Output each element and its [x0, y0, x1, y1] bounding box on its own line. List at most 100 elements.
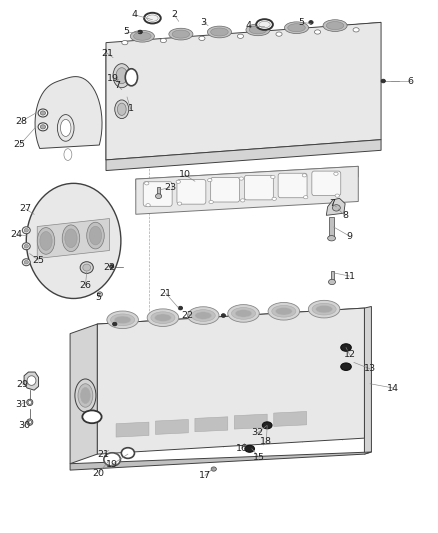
- Polygon shape: [35, 77, 102, 149]
- Ellipse shape: [262, 422, 272, 429]
- Ellipse shape: [195, 312, 212, 319]
- Ellipse shape: [239, 177, 244, 180]
- Polygon shape: [106, 22, 381, 160]
- Polygon shape: [116, 422, 149, 437]
- Ellipse shape: [147, 309, 179, 326]
- Ellipse shape: [232, 308, 256, 319]
- Text: 19: 19: [107, 75, 119, 83]
- Ellipse shape: [24, 244, 28, 248]
- Ellipse shape: [240, 199, 245, 202]
- Ellipse shape: [131, 30, 154, 42]
- Text: 20: 20: [92, 469, 105, 478]
- Ellipse shape: [97, 292, 102, 296]
- Ellipse shape: [64, 149, 72, 160]
- FancyBboxPatch shape: [211, 177, 240, 202]
- FancyBboxPatch shape: [312, 171, 341, 196]
- Ellipse shape: [83, 264, 91, 271]
- Ellipse shape: [147, 15, 158, 21]
- Ellipse shape: [24, 229, 28, 232]
- Ellipse shape: [312, 303, 336, 315]
- Ellipse shape: [146, 204, 150, 207]
- Ellipse shape: [82, 410, 102, 423]
- Polygon shape: [155, 419, 188, 434]
- Text: 11: 11: [343, 272, 356, 280]
- Ellipse shape: [237, 34, 244, 38]
- Ellipse shape: [107, 311, 138, 328]
- Text: 15: 15: [253, 453, 265, 462]
- Ellipse shape: [114, 316, 131, 324]
- Text: 29: 29: [17, 381, 29, 389]
- Polygon shape: [136, 166, 358, 190]
- Ellipse shape: [89, 226, 102, 245]
- Ellipse shape: [328, 236, 336, 241]
- Ellipse shape: [27, 399, 33, 406]
- FancyBboxPatch shape: [244, 175, 273, 200]
- Ellipse shape: [208, 179, 212, 182]
- Ellipse shape: [323, 20, 347, 31]
- Ellipse shape: [110, 265, 114, 269]
- Ellipse shape: [122, 41, 128, 45]
- Ellipse shape: [316, 305, 332, 313]
- Ellipse shape: [38, 109, 48, 117]
- Ellipse shape: [22, 259, 30, 265]
- Ellipse shape: [177, 202, 182, 205]
- Text: 1: 1: [127, 104, 134, 113]
- Ellipse shape: [62, 225, 80, 252]
- Ellipse shape: [211, 467, 216, 471]
- Ellipse shape: [155, 314, 171, 321]
- Ellipse shape: [341, 344, 351, 351]
- Text: 14: 14: [387, 384, 399, 392]
- Text: 31: 31: [15, 400, 27, 408]
- Ellipse shape: [178, 306, 183, 310]
- Ellipse shape: [353, 28, 359, 32]
- Text: 22: 22: [181, 311, 194, 320]
- Ellipse shape: [160, 38, 166, 43]
- Ellipse shape: [276, 32, 282, 36]
- FancyBboxPatch shape: [278, 173, 307, 198]
- Ellipse shape: [209, 200, 213, 204]
- Ellipse shape: [208, 26, 231, 38]
- Ellipse shape: [191, 310, 215, 321]
- Ellipse shape: [246, 24, 270, 36]
- Text: 27: 27: [19, 205, 32, 213]
- Ellipse shape: [309, 20, 313, 25]
- Text: 28: 28: [15, 117, 27, 126]
- Ellipse shape: [381, 79, 385, 83]
- Ellipse shape: [113, 64, 131, 88]
- Polygon shape: [364, 306, 371, 454]
- Ellipse shape: [110, 314, 135, 326]
- Ellipse shape: [81, 387, 90, 403]
- Ellipse shape: [268, 303, 300, 320]
- Ellipse shape: [116, 68, 127, 84]
- Text: 22: 22: [103, 263, 116, 272]
- Ellipse shape: [314, 30, 321, 34]
- Polygon shape: [331, 271, 334, 280]
- Ellipse shape: [27, 376, 36, 385]
- Ellipse shape: [235, 310, 252, 317]
- Text: 3: 3: [201, 18, 207, 27]
- Text: 10: 10: [179, 171, 191, 179]
- Circle shape: [26, 183, 121, 298]
- Text: 7: 7: [329, 199, 335, 208]
- Ellipse shape: [288, 23, 305, 31]
- Polygon shape: [157, 187, 160, 195]
- Ellipse shape: [57, 115, 74, 141]
- Ellipse shape: [27, 419, 33, 425]
- Text: 24: 24: [11, 230, 23, 239]
- Polygon shape: [106, 43, 136, 160]
- Ellipse shape: [134, 32, 151, 40]
- Ellipse shape: [328, 279, 336, 285]
- Ellipse shape: [334, 172, 338, 175]
- Polygon shape: [274, 411, 307, 426]
- Ellipse shape: [113, 322, 117, 326]
- Text: 18: 18: [260, 437, 272, 446]
- Ellipse shape: [28, 401, 32, 404]
- Text: 23: 23: [164, 183, 176, 192]
- Text: 5: 5: [298, 18, 304, 27]
- FancyBboxPatch shape: [177, 180, 206, 204]
- Text: 17: 17: [199, 471, 211, 480]
- Text: 32: 32: [251, 429, 264, 437]
- Text: 16: 16: [236, 445, 248, 453]
- Ellipse shape: [341, 363, 351, 370]
- Ellipse shape: [259, 21, 270, 28]
